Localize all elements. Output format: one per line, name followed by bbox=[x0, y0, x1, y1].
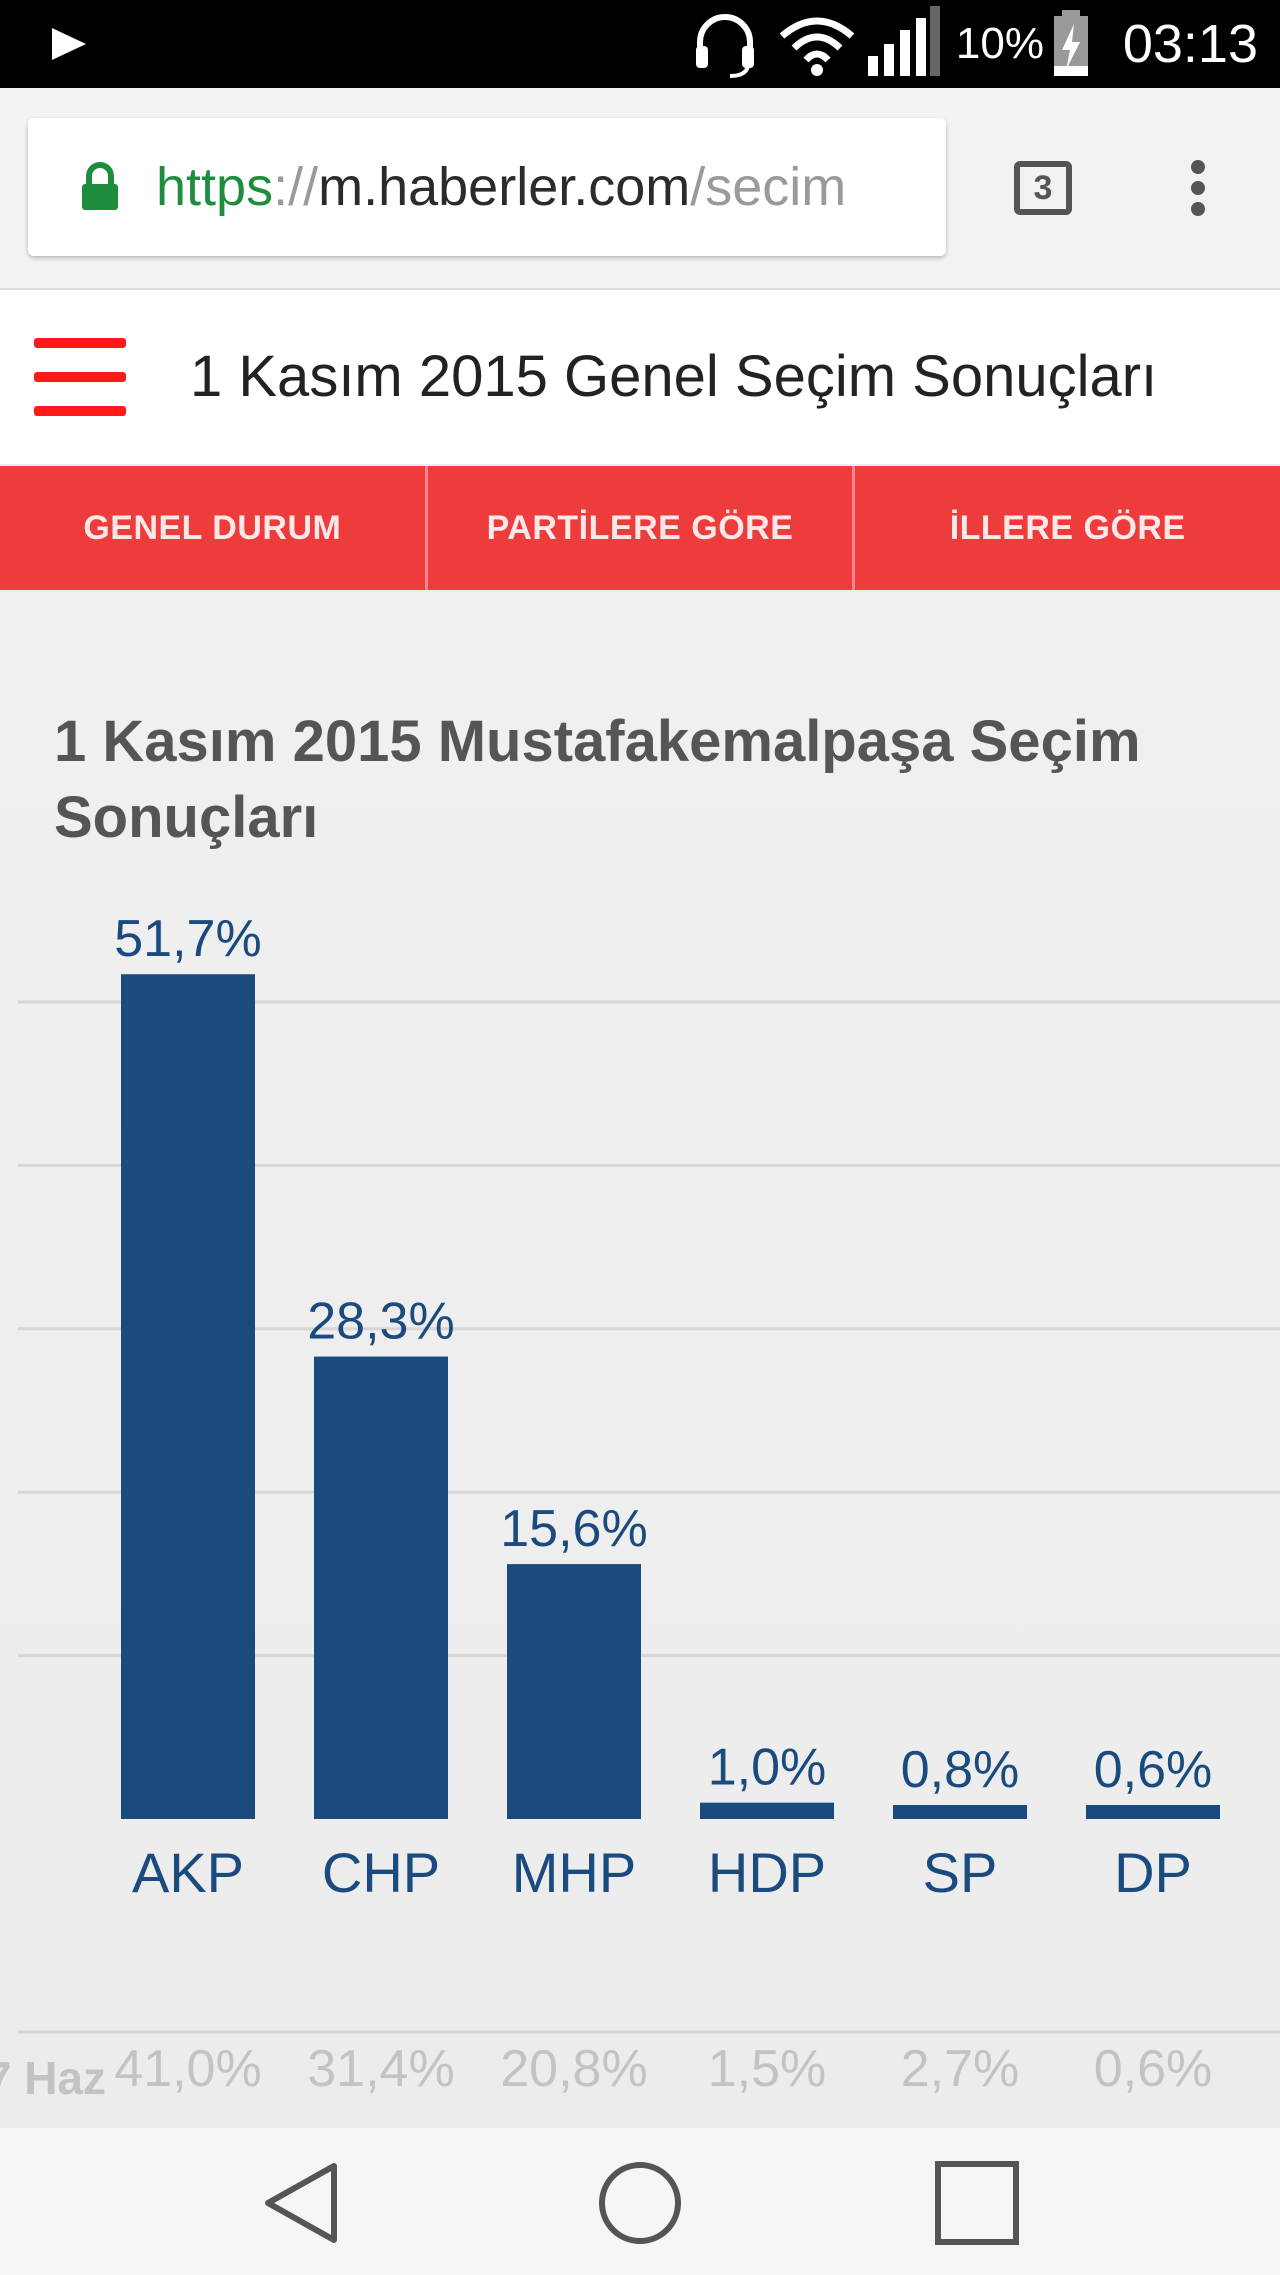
battery-percent: 10% bbox=[955, 19, 1044, 68]
hamburger-menu-icon[interactable] bbox=[34, 338, 126, 418]
tab-partilere-gore[interactable]: PARTİLERE GÖRE bbox=[428, 466, 856, 590]
category-label: AKP bbox=[132, 1841, 244, 1904]
recents-icon[interactable] bbox=[932, 2158, 1022, 2248]
bar-chart: 51,7% AKP 41,0% 28,3% CHP 31,4% 15,6% MHP 20,8% 1… bbox=[0, 910, 1280, 2104]
bar-mhp bbox=[507, 1564, 641, 1819]
play-icon bbox=[52, 28, 86, 60]
value-label: 1,0% bbox=[708, 1739, 827, 1797]
battery-charging-icon bbox=[1054, 10, 1088, 76]
system-nav-bar bbox=[0, 2128, 1280, 2275]
site-header: 1 Kasım 2015 Genel Seçim Sonuçları bbox=[0, 290, 1280, 464]
back-icon[interactable] bbox=[258, 2158, 348, 2248]
bar-sp bbox=[893, 1805, 1027, 1819]
category-label: SP bbox=[923, 1841, 998, 1904]
previous-row-label: 7 Haz bbox=[0, 2052, 106, 2104]
category-label: DP bbox=[1114, 1841, 1192, 1904]
previous-value-label: 1,5% bbox=[708, 2040, 827, 2098]
address-bar[interactable]: https://m.haberler.com/secim bbox=[28, 118, 946, 256]
value-label: 15,6% bbox=[500, 1500, 647, 1558]
value-label: 51,7% bbox=[114, 910, 261, 968]
previous-value-label: 31,4% bbox=[307, 2040, 454, 2098]
chart-title: 1 Kasım 2015 Mustafakemalpaşa Seçim Sonu… bbox=[54, 709, 1141, 850]
previous-value-label: 20,8% bbox=[500, 2040, 647, 2098]
url-text[interactable]: https://m.haberler.com/secim bbox=[156, 118, 846, 256]
tab-illere-gore[interactable]: İLLERE GÖRE bbox=[949, 508, 1186, 547]
wifi-icon bbox=[779, 17, 855, 76]
headset-icon bbox=[696, 14, 754, 78]
bar-akp bbox=[121, 974, 255, 1819]
value-label: 0,8% bbox=[901, 1741, 1020, 1799]
bar-chp bbox=[314, 1356, 448, 1819]
url-separator: :// bbox=[273, 157, 319, 217]
previous-value-label: 41,0% bbox=[114, 2040, 261, 2098]
browser-toolbar: https://m.haberler.com/secim 3 bbox=[0, 88, 1280, 290]
category-label: CHP bbox=[322, 1841, 440, 1904]
bar-dp bbox=[1086, 1805, 1220, 1819]
category-label: HDP bbox=[708, 1841, 826, 1904]
clock: 03:13 bbox=[1122, 14, 1258, 74]
url-scheme: https bbox=[156, 157, 274, 217]
previous-value-label: 0,6% bbox=[1094, 2040, 1213, 2098]
page-title: 1 Kasım 2015 Genel Seçim Sonuçları bbox=[190, 344, 1158, 409]
tab-count: 3 bbox=[1033, 168, 1053, 207]
overflow-menu-icon[interactable] bbox=[1180, 158, 1216, 218]
bar-hdp bbox=[700, 1802, 834, 1819]
section-tabs: GENEL DURUM PARTİLERE GÖRE İLLERE GÖRE bbox=[0, 466, 1280, 590]
url-host: m.haberler.com bbox=[318, 157, 691, 217]
chart-area: 1 Kasım 2015 Mustafakemalpaşa Seçim Sonu… bbox=[0, 592, 1280, 2128]
lock-icon bbox=[82, 162, 118, 210]
category-label: MHP bbox=[512, 1841, 636, 1904]
signal-icon bbox=[868, 6, 940, 76]
value-label: 28,3% bbox=[307, 1293, 454, 1351]
tab-genel-durum[interactable]: GENEL DURUM bbox=[0, 466, 428, 590]
url-path: /secim bbox=[690, 157, 847, 217]
value-label: 0,6% bbox=[1094, 1741, 1213, 1799]
tab-switcher-button[interactable]: 3 bbox=[1014, 161, 1072, 215]
home-icon[interactable] bbox=[595, 2158, 685, 2248]
previous-value-label: 2,7% bbox=[901, 2040, 1020, 2098]
status-bar: 10% 03:13 bbox=[0, 0, 1280, 88]
